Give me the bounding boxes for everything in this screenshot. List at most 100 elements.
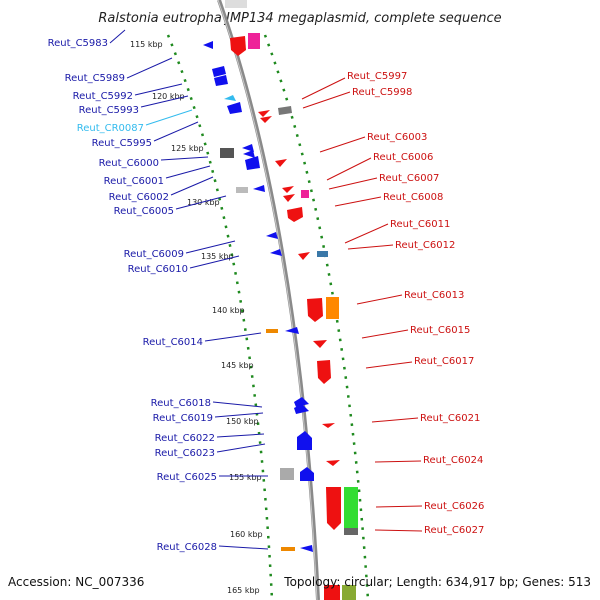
gene-arrow: [294, 404, 309, 414]
gene-arrow: [297, 431, 312, 450]
leader-line: [204, 332, 262, 342]
leader-line: [214, 412, 264, 418]
leader-line: [326, 157, 372, 181]
gene-arrow: [313, 340, 327, 348]
gene-block: [301, 190, 309, 198]
gene-label: Reut_C5995: [92, 138, 152, 149]
gene-arrow: [300, 467, 314, 481]
gene-block: [278, 106, 292, 115]
leader-line: [356, 294, 403, 305]
gene-block: [342, 585, 356, 600]
leader-line: [334, 196, 382, 207]
gene-arrow: [326, 460, 340, 466]
gene-label: Reut_C6025: [157, 472, 217, 483]
gene-arrow: [203, 41, 213, 49]
gene-arrow: [287, 207, 303, 222]
gene-arrow: [282, 186, 294, 193]
gene-arrow: [285, 327, 299, 334]
gene-label: Reut_C6003: [367, 132, 427, 143]
gene-label: Reut_C6001: [104, 176, 164, 187]
gene-block: [225, 0, 247, 8]
tick-label: 140 kbp: [212, 306, 245, 315]
gene-arrow: [214, 75, 228, 86]
gene-arrow: [294, 397, 309, 407]
gene-label: Reut_C6011: [390, 219, 450, 230]
gene-label: Reut_C5983: [48, 38, 108, 49]
gene-arrow: [270, 249, 282, 256]
leader-line: [134, 83, 183, 96]
gene-label: Reut_C6019: [153, 413, 213, 424]
gene-arrow: [253, 185, 265, 192]
leader-line: [218, 545, 269, 550]
tick-label: 145 kbp: [221, 361, 254, 370]
leader-line: [216, 433, 265, 438]
gene-label: Reut_C5998: [352, 87, 412, 98]
gene-arrow: [322, 423, 335, 428]
gene-arrow: [227, 102, 242, 114]
inner-feature-track: [263, 34, 370, 600]
leader-line: [344, 223, 389, 244]
leader-line: [185, 240, 236, 254]
right-gene-labels: Reut_C5997 Reut_C5998 Reut_C6003 Reut_C6…: [301, 71, 484, 536]
tick-label: 135 kbp: [201, 252, 234, 261]
tick-label: 125 kbp: [171, 144, 204, 153]
gene-arrow: [258, 110, 270, 117]
gene-block: [236, 187, 248, 193]
gene-label: Reut_C6018: [151, 398, 211, 409]
gene-label: Reut_C6010: [128, 264, 188, 275]
gene-arrow: [266, 232, 278, 239]
gene-label: Reut_CR0087: [77, 123, 144, 134]
tick-label: 165 kbp: [227, 586, 260, 595]
gene-arrow: [242, 144, 254, 152]
leader-line: [319, 136, 366, 153]
leader-line: [375, 505, 423, 508]
tick-label: 160 kbp: [230, 530, 263, 539]
gene-label: Reut_C5993: [79, 105, 139, 116]
leader-line: [140, 95, 189, 108]
leader-line: [165, 165, 211, 179]
other-features: [220, 0, 295, 551]
leader-line: [374, 460, 422, 463]
gene-block: [344, 528, 358, 535]
leader-line: [170, 176, 214, 196]
tick-label: 130 kbp: [187, 198, 220, 207]
gene-block: [280, 468, 294, 480]
gene-label: Reut_C6008: [383, 192, 443, 203]
plasmid-backbone: [217, 0, 320, 600]
map-title: Ralstonia eutropha JMP134 megaplasmid, c…: [98, 11, 501, 26]
gene-label: Reut_C6006: [373, 152, 433, 163]
leader-line: [365, 361, 413, 369]
gene-label: Reut_C6014: [143, 337, 203, 348]
gene-label: Reut_C6017: [414, 356, 474, 367]
outer-feature-track: [166, 34, 274, 600]
leader-line: [328, 177, 378, 190]
gene-label: Reut_C6002: [109, 192, 169, 203]
gene-block: [326, 297, 339, 319]
gene-arrow: [212, 66, 226, 77]
gene-label: Reut_C6015: [410, 325, 470, 336]
gene-block: [220, 148, 234, 158]
gene-label: Reut_C6026: [424, 501, 484, 512]
gene-arrow: [307, 298, 323, 322]
gene-arrow: [260, 116, 272, 123]
gene-label: Reut_C5992: [73, 91, 133, 102]
tick-label: 150 kbp: [226, 417, 259, 426]
leader-line: [212, 401, 263, 408]
tick-label: 115 kbp: [130, 40, 163, 49]
gene-block: [344, 487, 358, 529]
gene-label: Reut_C6023: [155, 448, 215, 459]
leader-line: [302, 91, 351, 109]
gene-block: [324, 585, 340, 600]
leader-line: [371, 417, 419, 423]
leader-line: [301, 77, 346, 100]
gene-label: Reut_C6005: [114, 206, 174, 217]
gene-label: Reut_C5989: [65, 73, 125, 84]
gene-arrow: [283, 194, 295, 202]
tick-labels: 115 kbp 120 kbp 125 kbp 130 kbp 135 kbp …: [130, 40, 263, 595]
gene-label: Reut_C6022: [155, 433, 215, 444]
leader-line: [374, 529, 423, 532]
leader-line: [189, 255, 240, 269]
leader-line: [175, 195, 227, 210]
leader-line: [126, 57, 173, 79]
gene-label: Reut_C6021: [420, 413, 480, 424]
